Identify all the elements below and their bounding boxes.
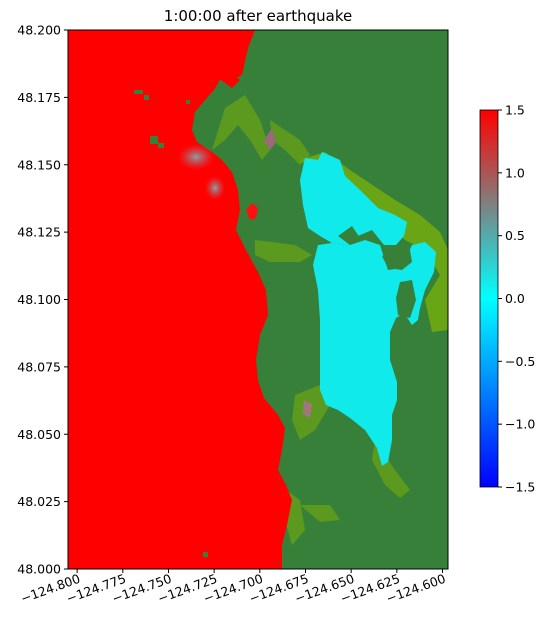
colorbar-tick-label: 0.5 — [505, 228, 525, 243]
colorbar-tick-label: 1.0 — [505, 165, 525, 180]
y-tick-label: 48.075 — [17, 359, 61, 374]
y-tick-label: 48.125 — [17, 225, 61, 240]
island-speck — [134, 90, 143, 94]
island-speck — [203, 552, 208, 557]
map-plot-area — [68, 30, 448, 569]
y-tick-label: 48.200 — [17, 23, 61, 38]
inundated-shore-region — [300, 505, 340, 522]
island-speck — [150, 136, 158, 144]
land-region — [382, 248, 412, 270]
y-tick-label: 48.175 — [17, 90, 61, 105]
y-tick-label: 48.000 — [17, 562, 61, 577]
inundated-shore-region — [292, 385, 330, 440]
y-axis: 48.000 48.025 48.050 48.075 48.100 48.125 48.1… — [17, 23, 68, 577]
colorbar — [479, 109, 499, 488]
open-ocean-region — [246, 203, 258, 220]
open-ocean-region — [218, 74, 240, 88]
colorbar-tick-label: −0.5 — [505, 354, 535, 369]
colorbar-tick-label: 0.0 — [505, 291, 525, 306]
chart-title: 1:00:00 after earthquake — [164, 7, 352, 25]
mixed-surface-plume — [264, 128, 276, 150]
island-speck — [186, 100, 190, 104]
mixed-surface-plume — [205, 176, 225, 200]
inundated-shore-region — [212, 95, 270, 160]
mixed-surface-plume — [178, 144, 214, 170]
inundated-shore-region — [255, 240, 312, 262]
y-tick-label: 48.150 — [17, 157, 61, 172]
island-speck — [158, 143, 164, 148]
y-tick-label: 48.025 — [17, 494, 61, 509]
island-speck — [144, 95, 149, 100]
x-axis: −124.800−124.775−124.750−124.725−124.700… — [19, 569, 448, 606]
y-tick-label: 48.050 — [17, 427, 61, 442]
colorbar-tick-label: −1.0 — [505, 417, 535, 432]
colorbar-tick-label: −1.5 — [505, 480, 535, 495]
inundated-shore-region — [270, 120, 310, 165]
open-ocean-region — [68, 30, 292, 569]
colorbar-tick-label: 1.5 — [505, 103, 525, 118]
land-region — [396, 280, 416, 318]
y-tick-label: 48.100 — [17, 292, 61, 307]
colorbar-axis: −1.5 −1.0 −0.5 0.0 0.5 1.0 1.5 — [498, 103, 535, 495]
land-region — [338, 226, 360, 245]
bay-water-region — [300, 152, 407, 245]
mixed-surface-plume — [303, 400, 312, 418]
